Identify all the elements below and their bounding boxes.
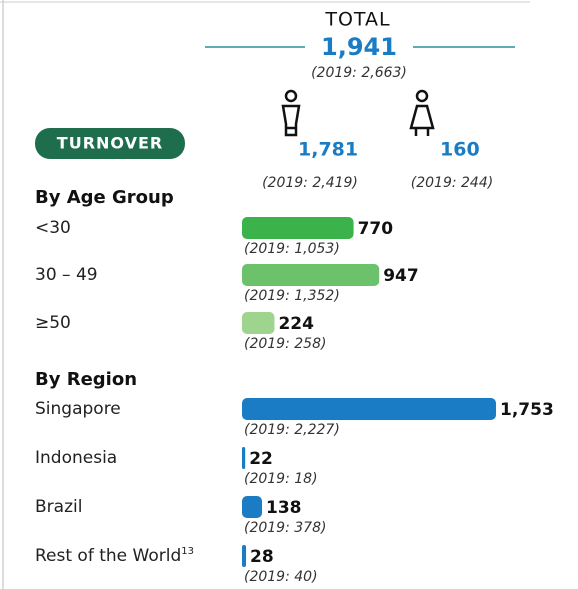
badge (35, 128, 185, 159)
male-value: 1,781 (298, 139, 358, 161)
prior-label: (2019: 18) (244, 471, 318, 487)
bar (242, 447, 246, 469)
row-label: <30 (35, 218, 71, 238)
row-label: 30 – 49 (35, 265, 98, 285)
prior-label: (2019: 40) (244, 569, 318, 585)
male-icon (281, 89, 301, 137)
bar (242, 312, 275, 334)
footnote: 13 (181, 546, 194, 557)
row-label: Rest of the World13 (35, 546, 194, 567)
row-label: Singapore (35, 399, 121, 419)
total-value: 1,941 (321, 33, 397, 61)
row-label: Indonesia (35, 448, 117, 468)
value-label: 28 (250, 547, 274, 567)
bar (242, 217, 354, 239)
total-title: TOTAL (324, 9, 390, 31)
bar (242, 545, 247, 567)
prior-label: (2019: 1,053) (244, 241, 340, 257)
badge-text: TURNOVER (57, 134, 163, 153)
value-label: 22 (249, 449, 273, 469)
total-prior: (2019: 2,663) (311, 65, 407, 81)
bar (242, 496, 262, 518)
value-label: 224 (278, 314, 314, 334)
value-label: 138 (266, 498, 302, 518)
row-label: Brazil (35, 497, 82, 517)
value-label: 770 (358, 219, 394, 239)
male-prior: (2019: 2,419) (262, 175, 358, 191)
female-prior: (2019: 244) (411, 175, 493, 191)
prior-label: (2019: 2,227) (244, 422, 340, 438)
prior-label: (2019: 378) (244, 520, 326, 536)
value-label: 1,753 (500, 400, 554, 420)
section-title: By Region (35, 369, 137, 390)
prior-label: (2019: 1,352) (244, 288, 340, 304)
female-value: 160 (440, 139, 480, 161)
bar (242, 398, 496, 420)
row-label: ≥50 (35, 313, 71, 333)
bar (242, 264, 380, 286)
section-title: By Age Group (35, 187, 174, 208)
prior-label: (2019: 258) (244, 336, 326, 352)
value-label: 947 (383, 266, 419, 286)
female-icon (409, 89, 435, 136)
